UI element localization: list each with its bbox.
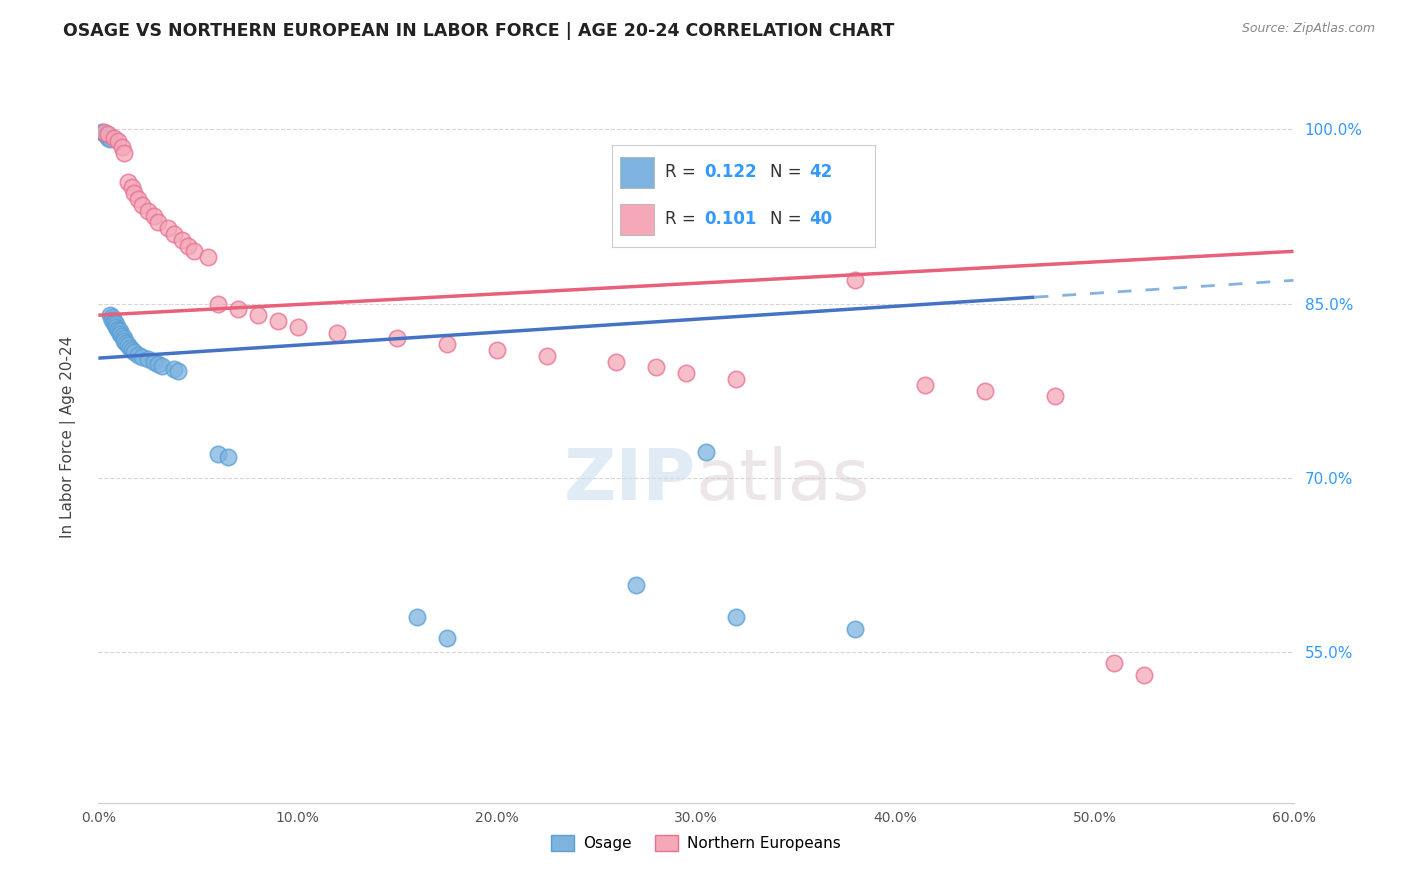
Osage: [103, 314, 125, 328]
Osage: [105, 318, 128, 332]
Northern Europeans: [207, 296, 229, 310]
Text: ZIP: ZIP: [564, 447, 696, 516]
Osage: [97, 129, 120, 144]
Northern Europeans: [605, 354, 627, 368]
Northern Europeans: [163, 227, 186, 241]
Legend: Osage, Northern Europeans: Osage, Northern Europeans: [546, 830, 846, 857]
Osage: [107, 323, 129, 337]
Northern Europeans: [287, 319, 309, 334]
Northern Europeans: [124, 186, 146, 201]
Osage: [131, 350, 153, 364]
Northern Europeans: [645, 360, 668, 375]
Y-axis label: In Labor Force | Age 20-24: In Labor Force | Age 20-24: [60, 336, 76, 538]
Osage: [110, 326, 132, 341]
Osage: [105, 319, 128, 334]
Text: OSAGE VS NORTHERN EUROPEAN IN LABOR FORCE | AGE 20-24 CORRELATION CHART: OSAGE VS NORTHERN EUROPEAN IN LABOR FORC…: [63, 22, 894, 40]
Osage: [120, 341, 142, 355]
Northern Europeans: [148, 215, 170, 229]
Osage: [91, 125, 114, 139]
Osage: [217, 450, 239, 464]
Osage: [101, 313, 124, 327]
Northern Europeans: [973, 384, 995, 398]
Osage: [97, 130, 120, 145]
Northern Europeans: [675, 366, 697, 380]
Osage: [98, 308, 122, 322]
Northern Europeans: [112, 145, 135, 160]
Osage: [110, 325, 132, 339]
Osage: [436, 631, 458, 645]
Northern Europeans: [326, 326, 349, 340]
Osage: [150, 359, 173, 374]
Northern Europeans: [1043, 389, 1066, 403]
Osage: [163, 361, 186, 376]
Northern Europeans: [103, 130, 125, 145]
Northern Europeans: [93, 125, 115, 139]
Northern Europeans: [117, 175, 139, 189]
Northern Europeans: [246, 308, 269, 322]
Osage: [127, 348, 149, 362]
Osage: [107, 322, 129, 336]
Northern Europeans: [131, 198, 153, 212]
Osage: [626, 577, 648, 591]
Osage: [844, 622, 866, 636]
Northern Europeans: [197, 250, 219, 264]
Northern Europeans: [226, 302, 249, 317]
Northern Europeans: [183, 244, 205, 259]
Northern Europeans: [143, 210, 166, 224]
Northern Europeans: [97, 127, 120, 141]
Northern Europeans: [172, 233, 194, 247]
Northern Europeans: [177, 238, 200, 252]
Osage: [406, 610, 429, 624]
Northern Europeans: [1133, 668, 1156, 682]
Osage: [124, 345, 146, 359]
Text: Source: ZipAtlas.com: Source: ZipAtlas.com: [1241, 22, 1375, 36]
Northern Europeans: [267, 314, 290, 328]
Northern Europeans: [1104, 657, 1126, 671]
Northern Europeans: [111, 140, 134, 154]
Northern Europeans: [844, 273, 866, 287]
Osage: [143, 354, 166, 368]
Northern Europeans: [127, 192, 149, 206]
Osage: [724, 610, 747, 624]
Northern Europeans: [485, 343, 508, 357]
Osage: [148, 357, 170, 371]
Northern Europeans: [385, 331, 409, 345]
Osage: [115, 336, 138, 351]
Osage: [96, 127, 118, 141]
Northern Europeans: [157, 221, 180, 235]
Osage: [136, 352, 159, 367]
Text: atlas: atlas: [696, 447, 870, 516]
Northern Europeans: [136, 203, 159, 218]
Osage: [112, 331, 135, 345]
Northern Europeans: [436, 337, 458, 351]
Osage: [112, 334, 135, 348]
Osage: [167, 364, 190, 378]
Northern Europeans: [914, 377, 936, 392]
Northern Europeans: [724, 372, 747, 386]
Northern Europeans: [536, 349, 558, 363]
Osage: [101, 310, 124, 325]
Osage: [121, 343, 143, 357]
Osage: [103, 316, 125, 330]
Osage: [111, 329, 134, 343]
Osage: [96, 128, 118, 143]
Northern Europeans: [121, 180, 143, 194]
Osage: [98, 131, 122, 145]
Northern Europeans: [107, 134, 129, 148]
Osage: [117, 338, 139, 352]
Osage: [695, 445, 717, 459]
Osage: [207, 448, 229, 462]
Osage: [93, 126, 115, 140]
